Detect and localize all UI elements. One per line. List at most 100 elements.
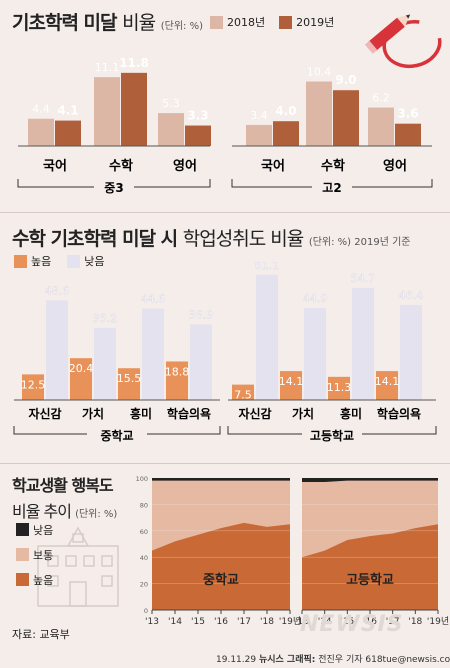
pencil-icon xyxy=(364,14,442,69)
bar-고2-국어-2019년 xyxy=(273,121,299,146)
bar-고등학교-가치-높음 xyxy=(280,371,302,400)
data-label: 10.4 xyxy=(307,66,332,79)
data-label: 5.3 xyxy=(162,97,180,110)
panel-label: 중학교 xyxy=(203,572,239,588)
section2-title-bold: 수학 기초학력 미달 시 xyxy=(12,228,178,250)
y-tick-label: 100 xyxy=(136,475,148,483)
x-tick-label: '15 xyxy=(340,617,354,627)
group-label-bg xyxy=(312,179,352,195)
data-label: 14.1 xyxy=(375,375,400,388)
bar-중학교-흥미-낮음 xyxy=(142,308,164,400)
legend-swatch-low xyxy=(67,254,81,268)
section1-legend: 2018년 2019년 xyxy=(210,14,334,30)
legend-swatch-2019 xyxy=(279,15,293,29)
group-label: 중3 xyxy=(104,181,123,195)
x-tick-label: '13 xyxy=(145,617,159,627)
data-label: 44.6 xyxy=(141,293,166,306)
bar-중학교-학습의욕-낮음 xyxy=(190,324,212,400)
data-label: 7.5 xyxy=(234,389,252,402)
data-label: 3.4 xyxy=(250,109,268,122)
category-label: 학습의욕 xyxy=(377,406,421,421)
data-label: 20.4 xyxy=(69,362,94,375)
legend-label-2018: 2018년 xyxy=(227,16,266,29)
category-label: 영어 xyxy=(173,158,197,174)
data-label: 4.4 xyxy=(32,103,50,116)
section1-title-light: 비율 xyxy=(122,12,156,34)
section3-legend: 낮음 보통 높음 xyxy=(16,522,53,587)
credit-org: 뉴시스 그래픽: xyxy=(258,655,316,665)
group-label-bg xyxy=(87,427,147,443)
section3-unit: (단위: %) xyxy=(75,509,118,520)
x-tick-label: '18 xyxy=(260,617,274,627)
data-label: 3.3 xyxy=(187,109,208,123)
section2-title: 수학 기초학력 미달 시 학업성취도 비율 (단위: %) 2019년 기준 xyxy=(12,224,411,251)
data-label: 44.9 xyxy=(303,292,328,305)
x-tick-label: '19년 xyxy=(427,616,449,627)
section2-chart: 12.5 48.6 자신감 20.4 35.2 가치 15.5 44.6 흥미 18.8 36.9 학… xyxy=(13,262,437,443)
data-label: 6.2 xyxy=(372,92,390,105)
data-label: 35.2 xyxy=(93,312,118,325)
category-label: 학습의욕 xyxy=(167,406,211,421)
category-label: 수학 xyxy=(321,158,345,174)
data-label: 11.1 xyxy=(95,61,120,74)
section3-chart: '13 '14 '15 '16 '17 '18 '19년 중학교 0 20 40 60 80 100 '13… xyxy=(136,475,450,627)
section3-title-light: 비율 추이 xyxy=(12,502,72,521)
group-label-bg xyxy=(302,427,362,443)
bar-중3-수학-2019년 xyxy=(121,72,147,146)
x-tick-label: '18 xyxy=(408,617,422,627)
bar-중3-수학-2018년 xyxy=(94,77,120,146)
school-building-icon xyxy=(37,526,119,607)
legend-label-low: 낮음 xyxy=(84,255,105,268)
bar-고2-영어-2019년 xyxy=(395,123,421,146)
category-label: 가치 xyxy=(292,406,314,421)
section3-title-bold: 학교생활 행복도 xyxy=(12,476,114,495)
x-tick-label: '15 xyxy=(191,617,205,627)
data-label: 15.5 xyxy=(117,372,142,385)
section1-unit: (단위: %) xyxy=(160,21,203,32)
category-label: 영어 xyxy=(383,158,407,174)
credit-date: 19.11.29 xyxy=(216,655,257,665)
x-tick-label: '14 xyxy=(168,617,182,627)
group-label: 고등학교 xyxy=(310,428,354,443)
x-tick-label: '13 xyxy=(295,617,309,627)
category-label: 자신감 xyxy=(238,406,271,421)
data-label: 54.7 xyxy=(351,272,376,285)
group-label: 중학교 xyxy=(100,428,133,443)
bar-중3-영어-2018년 xyxy=(158,113,184,146)
legend-swatch-low-happiness xyxy=(16,523,29,536)
category-label: 자신감 xyxy=(28,406,61,421)
data-label: 61.1 xyxy=(255,262,280,272)
bar-고2-영어-2018년 xyxy=(368,107,394,146)
bar-고등학교-자신감-낮음 xyxy=(256,274,278,400)
bar-고등학교-가치-낮음 xyxy=(304,307,326,400)
data-label: 36.9 xyxy=(189,308,214,321)
bar-고2-수학-2018년 xyxy=(306,81,332,146)
data-label: 4.0 xyxy=(275,104,296,118)
source-note: 자료: 교육부 xyxy=(12,628,70,641)
data-label: 18.8 xyxy=(165,365,190,378)
data-label: 46.4 xyxy=(399,289,424,302)
legend-label-high-happiness: 높음 xyxy=(33,573,54,587)
bar-중학교-자신감-높음 xyxy=(22,374,44,400)
credit-author: 전진우 기자 618tue@newsis.com xyxy=(318,655,450,665)
category-label: 가치 xyxy=(82,406,104,421)
bar-중3-국어-2018년 xyxy=(28,118,54,146)
bar-고등학교-학습의욕-높음 xyxy=(376,371,398,400)
bar-중학교-자신감-낮음 xyxy=(46,300,68,400)
bar-고등학교-흥미-높음 xyxy=(328,376,350,400)
credit-line: 19.11.29 뉴시스 그래픽: 전진우 기자 618tue@newsis.c… xyxy=(216,652,450,665)
data-label: 48.6 xyxy=(45,284,70,297)
x-tick-label: '17 xyxy=(386,617,400,627)
x-tick-label: '17 xyxy=(237,617,251,627)
bar-중학교-가치-낮음 xyxy=(94,327,116,400)
bar-중학교-학습의욕-높음 xyxy=(166,361,188,400)
x-tick-label: '19년 xyxy=(279,616,301,627)
section2-legend: 높음 낮음 xyxy=(14,253,105,269)
section3-title: 학교생활 행복도 비율 추이 (단위: %) xyxy=(12,472,117,522)
category-label: 흥미 xyxy=(340,406,362,421)
legend-swatch-2018 xyxy=(210,15,223,29)
bar-고2-수학-2019년 xyxy=(333,90,359,146)
category-label: 흥미 xyxy=(130,406,152,421)
bar-고등학교-학습의욕-낮음 xyxy=(400,304,422,400)
